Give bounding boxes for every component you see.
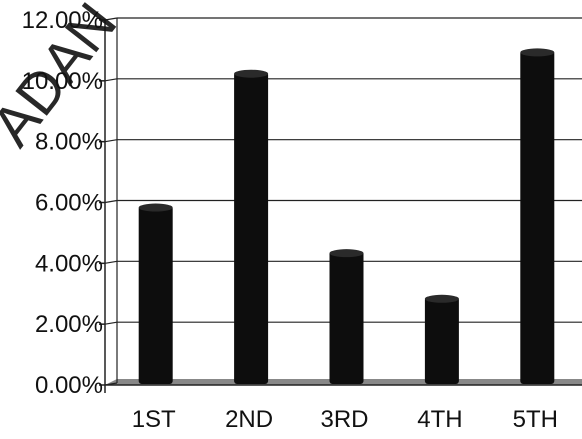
- y-tick-depth: [104, 199, 118, 204]
- bar-layer: [138, 48, 555, 385]
- x-tick-label: 5TH: [513, 406, 558, 433]
- bar: [329, 251, 364, 384]
- y-tick-depth: [104, 17, 118, 21]
- y-tick-depth: [104, 321, 118, 325]
- y-tick-label: 12.00%: [22, 7, 103, 34]
- x-tick-label: 4TH: [417, 406, 462, 433]
- bar-cap: [520, 48, 555, 57]
- y-tick-label: 8.00%: [35, 129, 103, 156]
- x-tick-label: 3RD: [320, 406, 368, 433]
- y-tick-label: 4.00%: [35, 250, 103, 277]
- label-layer: 0.00% 2.00% 4.00% 6.00% 8.00% 10.00% 12.00% 1ST…: [22, 7, 558, 433]
- axis-layer: [99, 17, 582, 393]
- y-tick-depth: [104, 78, 118, 82]
- bar: [424, 296, 459, 384]
- bar: [138, 205, 173, 384]
- x-tick-label: 2ND: [225, 406, 273, 433]
- y-tick-label: 2.00%: [35, 311, 103, 338]
- bar: [234, 71, 269, 384]
- y-tick-depth: [104, 260, 118, 264]
- y-tick-label: 6.00%: [35, 190, 103, 217]
- bar-cap: [329, 249, 364, 258]
- x-tick-label: 1ST: [132, 406, 176, 433]
- y-tick-depth: [104, 139, 118, 143]
- grid-layer: [117, 17, 582, 323]
- y-tick-label: 0.00%: [35, 372, 103, 399]
- bar-cap: [138, 203, 173, 212]
- y-tick-label: 10.00%: [22, 68, 103, 95]
- bar: [520, 50, 555, 385]
- bar-cap: [234, 69, 269, 78]
- bar-cap: [424, 294, 459, 303]
